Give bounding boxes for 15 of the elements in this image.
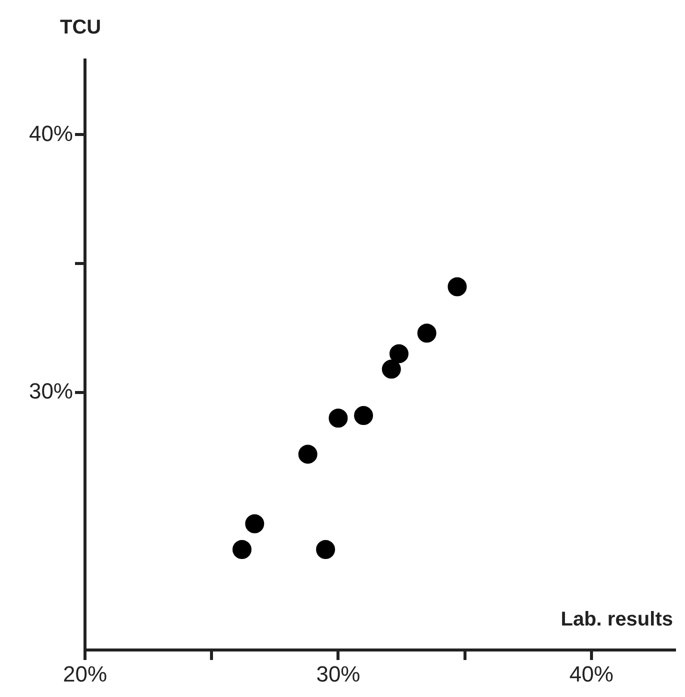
x-tick-label: 30%: [316, 661, 360, 686]
point: [232, 540, 252, 560]
point: [354, 406, 374, 426]
point: [298, 444, 318, 464]
point: [316, 540, 336, 560]
point: [389, 344, 408, 364]
x-tick-label: 40%: [569, 661, 614, 686]
point: [382, 360, 401, 379]
x-axis-title: Lab. results: [560, 608, 673, 631]
point: [328, 408, 348, 428]
point: [245, 514, 264, 534]
y-axis-title: TCU: [60, 16, 102, 39]
x-tick-label: 20%: [62, 661, 108, 686]
point: [417, 324, 436, 343]
point: [448, 277, 467, 296]
